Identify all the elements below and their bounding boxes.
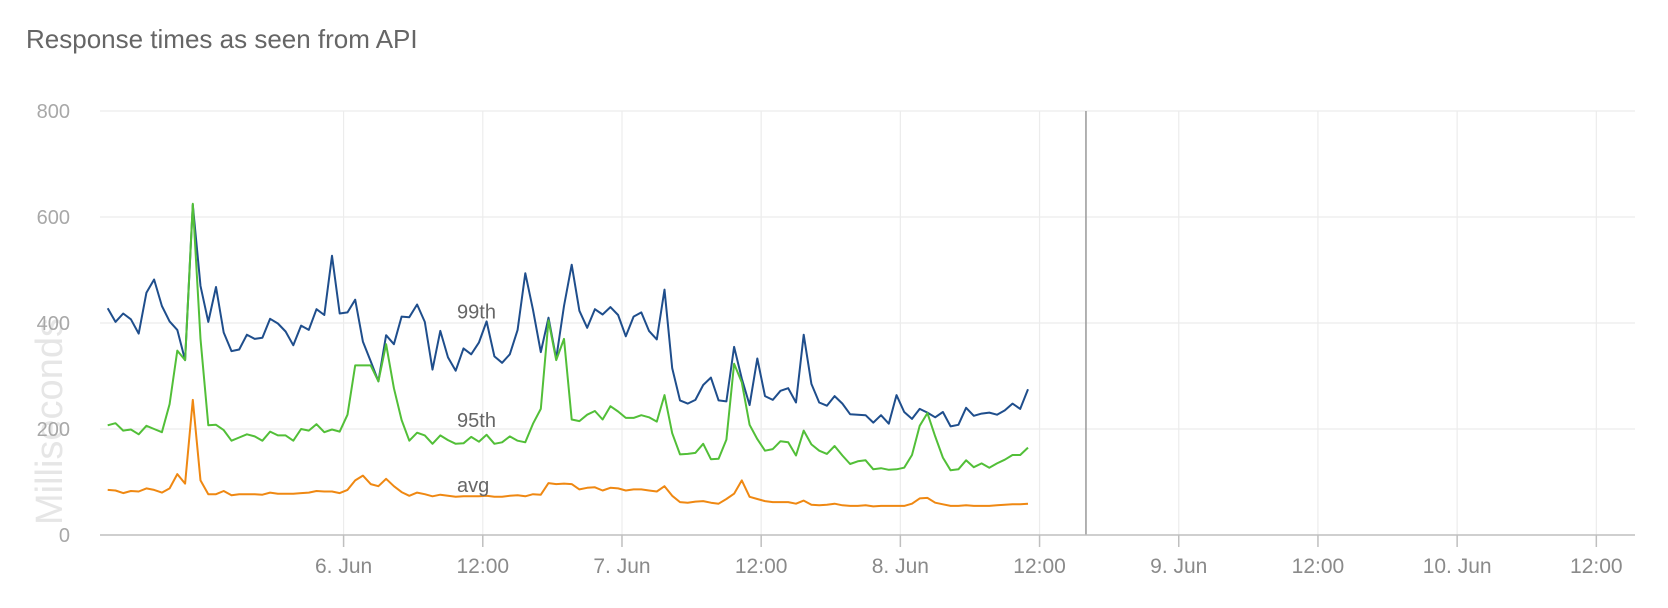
series-line-avg xyxy=(107,398,1029,508)
x-tick-label: 9. Jun xyxy=(1150,555,1207,578)
y-tick-label: 200 xyxy=(37,419,70,441)
y-tick-label: 600 xyxy=(37,207,70,229)
chart-title: Response times as seen from API xyxy=(26,24,418,54)
x-tick-label: 12:00 xyxy=(1013,555,1066,578)
series-label-99th: 99th xyxy=(457,301,496,323)
x-tick-label: 12:00 xyxy=(735,555,788,578)
series-label-avg: avg xyxy=(457,475,489,497)
series-line-95th xyxy=(107,202,1029,472)
x-tick-label: 10. Jun xyxy=(1423,555,1492,578)
y-axis-ticks: 0 200 400 600 800 xyxy=(37,101,70,547)
x-tick-label: 12:00 xyxy=(457,555,510,578)
y-axis-title: Milliseconds xyxy=(29,318,71,525)
y-tick-label: 400 xyxy=(37,313,70,335)
y-tick-label: 0 xyxy=(59,525,70,547)
y-tick-label: 800 xyxy=(37,101,70,123)
x-tick-label: 12:00 xyxy=(1292,555,1345,578)
x-tick-label: 12:00 xyxy=(1570,555,1623,578)
series-line-99th xyxy=(106,203,1029,428)
series-label-95th: 95th xyxy=(457,410,496,432)
series-layer xyxy=(106,202,1029,508)
series-labels: 99th 95th avg xyxy=(457,301,496,497)
x-tick-label: 7. Jun xyxy=(593,555,650,578)
grid-layer xyxy=(100,110,1635,535)
x-tick-label: 6. Jun xyxy=(315,555,372,578)
x-tick-label: 8. Jun xyxy=(872,555,929,578)
x-axis-ticks: 6. Jun 12:00 7. Jun 12:00 8. Jun 12:00 9. Jun 1… xyxy=(315,535,1623,578)
